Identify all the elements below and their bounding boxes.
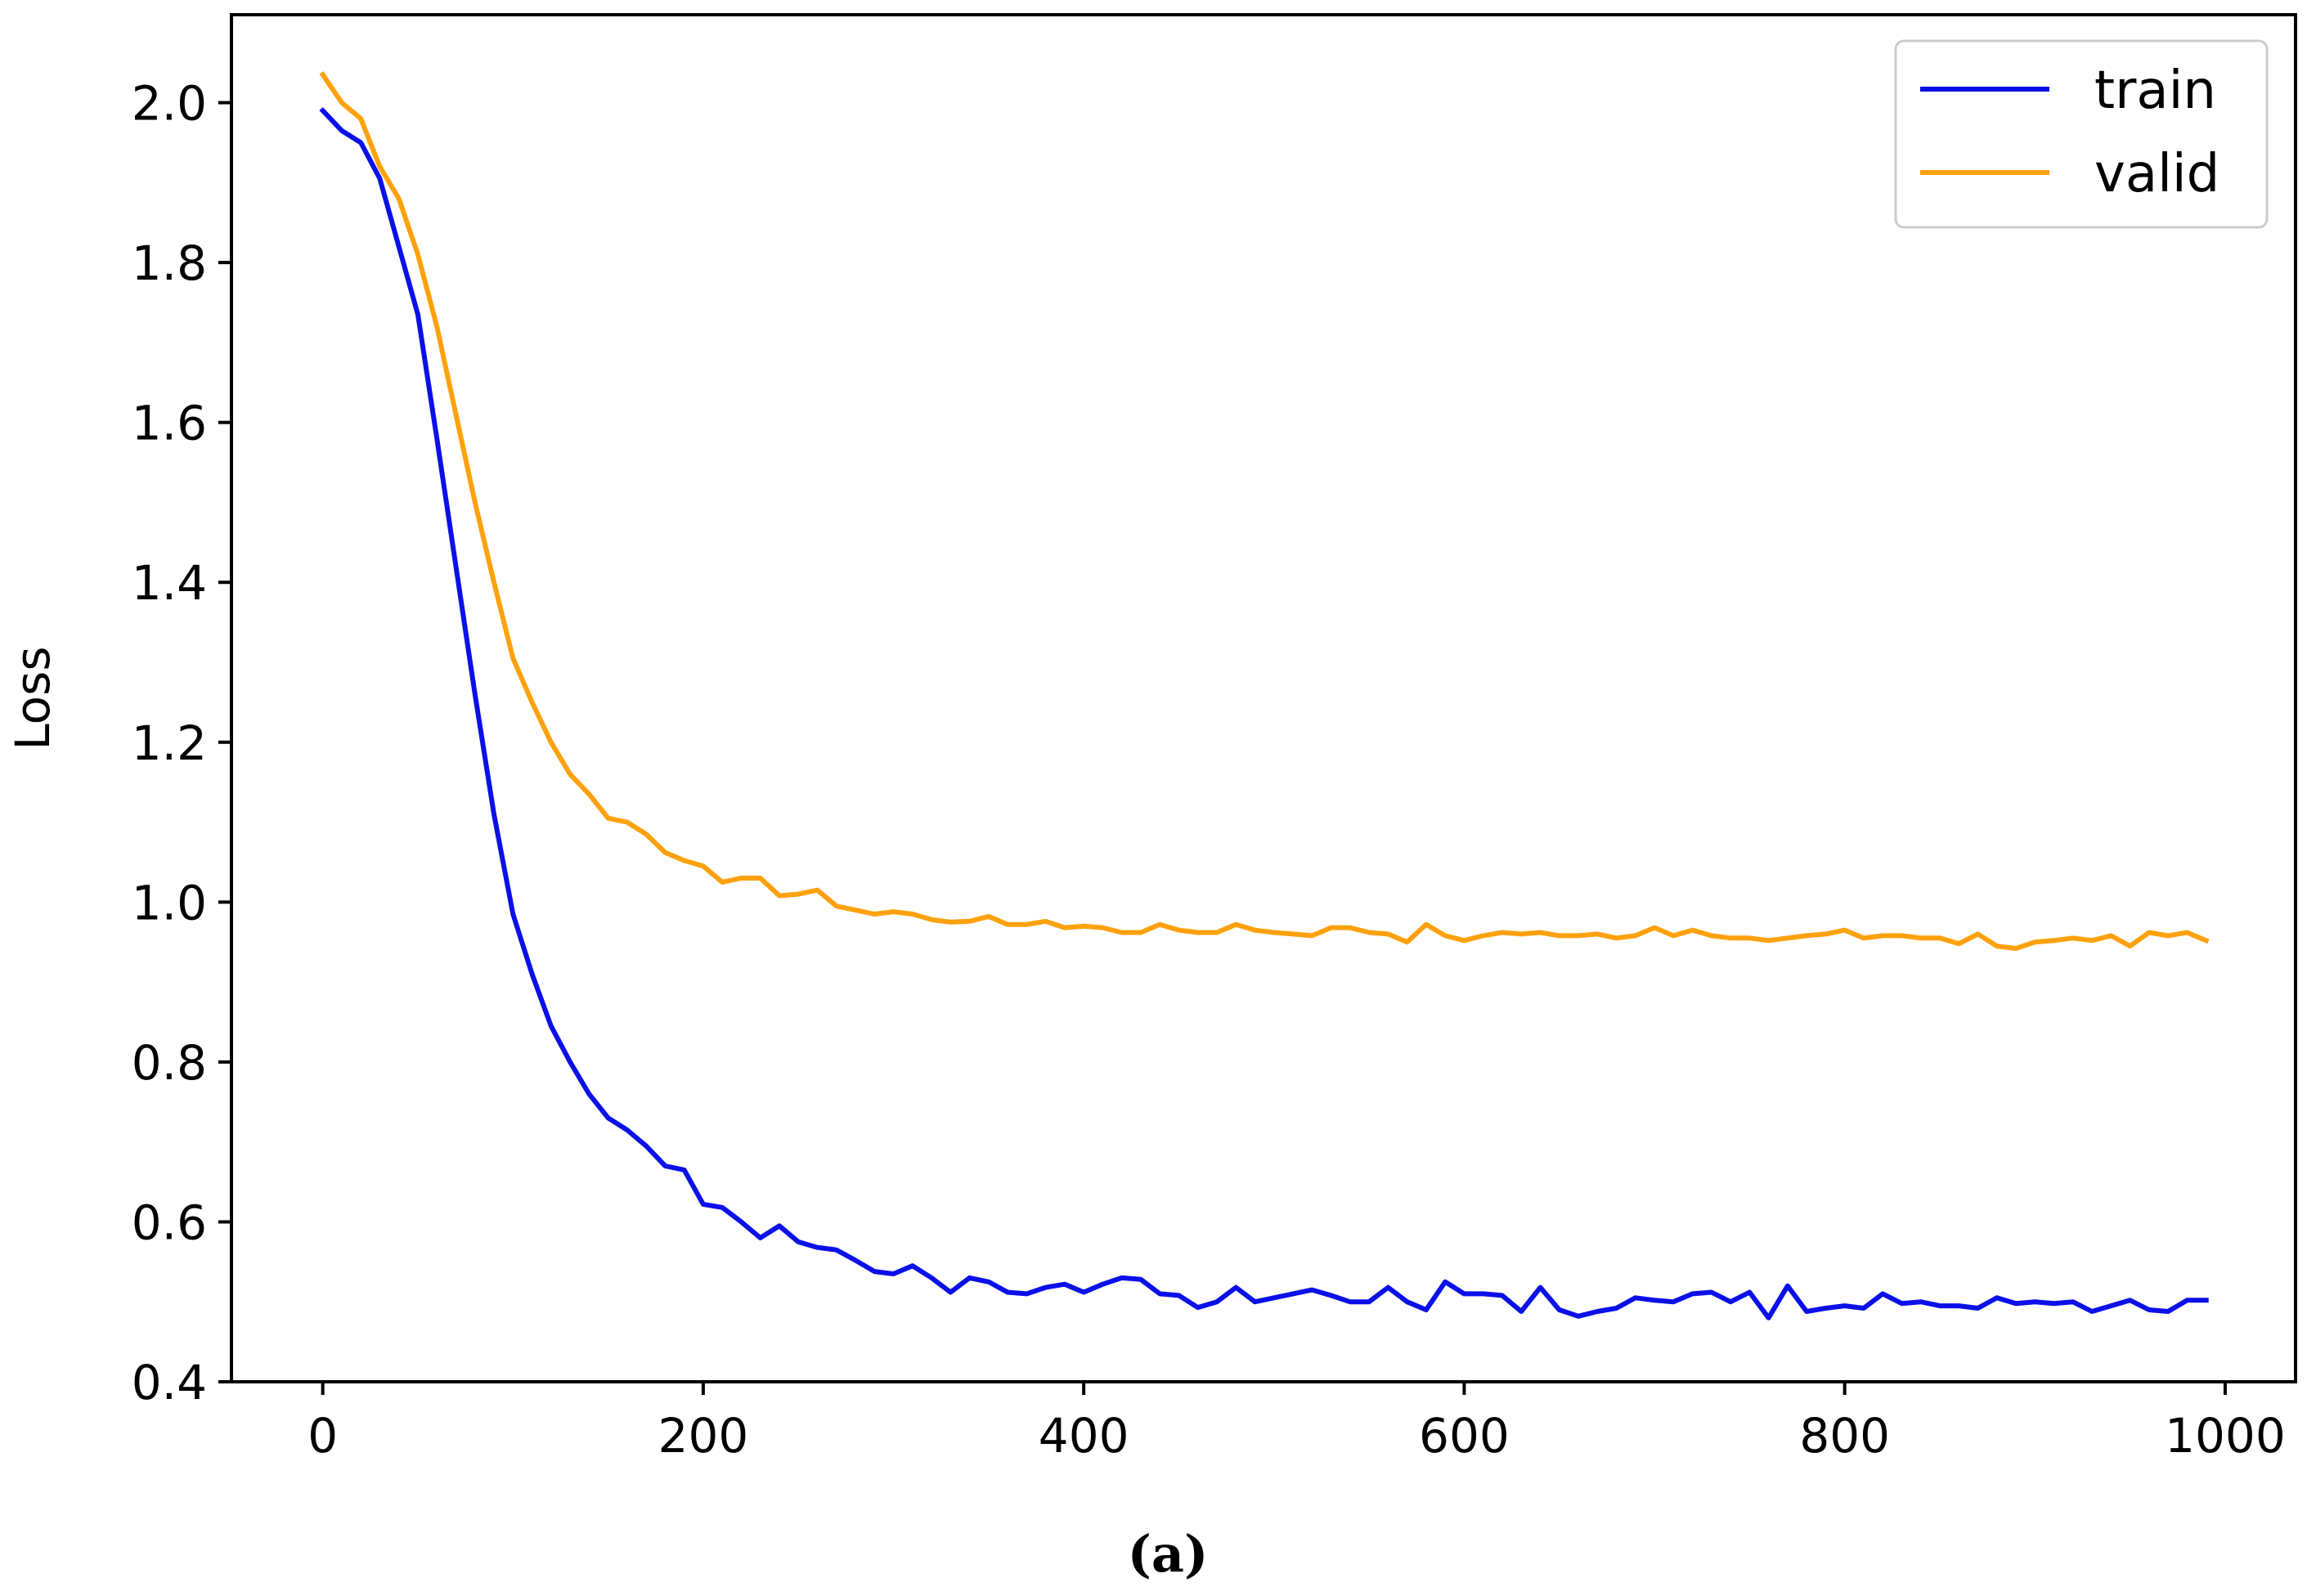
y-tick-label: 1.0 — [132, 875, 207, 930]
x-tick-label: 200 — [658, 1408, 749, 1464]
y-tick-label: 1.6 — [132, 396, 207, 451]
y-axis-ticks: 0.4 0.6 0.8 1.0 1.2 1.4 1.6 1.8 2.0 — [132, 76, 231, 1410]
x-tick-label: 600 — [1419, 1408, 1510, 1464]
x-tick-label: 400 — [1039, 1408, 1129, 1464]
plot-lines — [319, 71, 2210, 1320]
y-tick-label: 1.4 — [132, 555, 207, 611]
series-line-valid — [319, 71, 2210, 951]
x-tick-label: 0 — [307, 1408, 338, 1464]
y-tick-label: 1.2 — [132, 715, 207, 771]
legend-label-train: train — [2094, 61, 2216, 121]
figure-caption: (a) — [1128, 1524, 1209, 1584]
legend-label-valid: valid — [2094, 144, 2219, 204]
y-tick-label: 2.0 — [132, 76, 207, 132]
x-tick-label: 800 — [1799, 1408, 1890, 1464]
y-tick-label: 0.6 — [132, 1195, 207, 1250]
y-tick-label: 0.4 — [132, 1355, 207, 1410]
legend-items: train valid — [1920, 61, 2219, 204]
y-tick-label: 0.8 — [132, 1035, 207, 1091]
series-line-train — [319, 107, 2209, 1320]
y-axis-label: Loss — [5, 646, 61, 750]
y-tick-label: 1.8 — [132, 235, 207, 291]
x-axis-ticks: 0 200 400 600 800 1000 — [307, 1382, 2286, 1464]
x-tick-label: 1000 — [2165, 1408, 2286, 1464]
legend: train valid — [1894, 39, 2269, 229]
plot-frame — [230, 13, 2297, 1383]
